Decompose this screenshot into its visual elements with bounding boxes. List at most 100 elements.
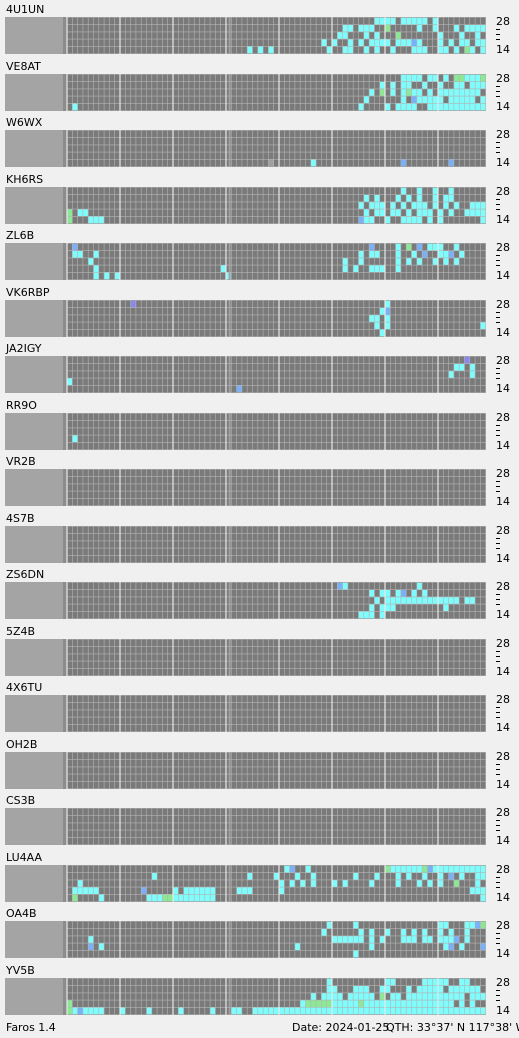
propagation-grid[interactable] bbox=[5, 73, 489, 111]
signal-cell bbox=[385, 17, 391, 25]
signal-cell bbox=[390, 88, 396, 96]
time-marker bbox=[228, 17, 231, 54]
signal-cell bbox=[305, 865, 311, 873]
signal-cell bbox=[453, 257, 460, 266]
propagation-grid[interactable] bbox=[5, 921, 489, 958]
signal-cell bbox=[416, 215, 423, 223]
signal-cell bbox=[369, 992, 375, 1000]
beacon-panel: RR9O 28 14 bbox=[0, 398, 519, 454]
signal-cell bbox=[448, 250, 454, 258]
signal-cell bbox=[422, 999, 428, 1007]
signal-cell bbox=[453, 102, 460, 110]
signal-cell bbox=[326, 985, 332, 993]
signal-cell bbox=[188, 893, 195, 901]
propagation-grid[interactable] bbox=[5, 695, 489, 732]
signal-cell bbox=[385, 928, 391, 936]
propagation-grid[interactable] bbox=[5, 977, 489, 1015]
signal-cell bbox=[98, 893, 105, 901]
band-tick bbox=[496, 938, 500, 939]
grid-band-strip bbox=[63, 808, 67, 845]
signal-cell bbox=[453, 865, 460, 873]
band-label-28: 28 bbox=[496, 128, 510, 141]
signal-cell bbox=[453, 81, 460, 89]
signal-cell bbox=[358, 999, 364, 1007]
band-label-28: 28 bbox=[496, 693, 510, 706]
signal-cell bbox=[438, 102, 444, 110]
propagation-grid[interactable] bbox=[5, 525, 489, 563]
signal-cell bbox=[427, 935, 433, 944]
signal-cell bbox=[385, 102, 391, 110]
propagation-grid[interactable] bbox=[5, 469, 489, 506]
signal-cell bbox=[469, 24, 476, 32]
signal-cell bbox=[400, 17, 407, 25]
signal-cell bbox=[400, 865, 407, 873]
grid-band-strip bbox=[63, 695, 67, 732]
propagation-grid[interactable] bbox=[5, 243, 489, 280]
band-tick bbox=[496, 599, 500, 600]
propagation-grid[interactable] bbox=[5, 751, 489, 789]
signal-cell bbox=[406, 257, 412, 266]
propagation-grid[interactable] bbox=[5, 299, 489, 337]
band-tick bbox=[496, 434, 500, 436]
signal-cell bbox=[342, 257, 348, 266]
signal-cell bbox=[480, 81, 486, 89]
signal-cell bbox=[289, 1006, 295, 1014]
signal-cell bbox=[416, 985, 423, 993]
signal-cell bbox=[358, 992, 364, 1000]
band-tick bbox=[496, 481, 500, 482]
signal-cell bbox=[480, 95, 486, 103]
propagation-grid[interactable] bbox=[5, 17, 489, 54]
signal-cell bbox=[199, 893, 205, 901]
propagation-grid[interactable] bbox=[5, 582, 489, 619]
band-tick bbox=[496, 830, 500, 831]
time-marker bbox=[228, 751, 231, 789]
propagation-grid[interactable] bbox=[5, 356, 489, 393]
grid-band-strip bbox=[63, 638, 67, 676]
signal-cell bbox=[464, 74, 470, 82]
signal-cell bbox=[469, 74, 476, 82]
signal-cell bbox=[416, 596, 423, 605]
propagation-grid[interactable] bbox=[5, 412, 489, 450]
signal-cell bbox=[204, 893, 211, 901]
grid-background bbox=[67, 695, 486, 732]
grid-sidebar bbox=[5, 582, 63, 619]
signal-cell bbox=[358, 257, 364, 266]
signal-cell bbox=[347, 24, 354, 32]
signal-cell bbox=[469, 95, 476, 103]
signal-cell bbox=[475, 886, 481, 894]
signal-cell bbox=[88, 935, 94, 944]
signal-cell bbox=[363, 194, 370, 202]
band-label-14: 14 bbox=[496, 438, 510, 452]
signal-cell bbox=[194, 886, 200, 894]
signal-cell bbox=[374, 46, 380, 54]
time-marker bbox=[228, 469, 231, 506]
time-marker bbox=[228, 977, 231, 1015]
signal-cell bbox=[422, 17, 428, 25]
signal-cell bbox=[480, 321, 486, 329]
signal-cell bbox=[332, 992, 338, 1000]
band-label-14: 14 bbox=[496, 947, 510, 960]
grid-background bbox=[67, 243, 486, 280]
signal-cell bbox=[369, 39, 375, 47]
signal-cell bbox=[438, 243, 444, 251]
signal-cell bbox=[284, 1006, 290, 1014]
signal-cell bbox=[459, 81, 465, 89]
band-tick bbox=[496, 994, 500, 996]
beacon-panel: OH2B 28 14 bbox=[0, 737, 519, 793]
propagation-grid[interactable] bbox=[5, 808, 489, 845]
signal-cell bbox=[416, 257, 423, 266]
propagation-grid[interactable] bbox=[5, 638, 489, 676]
signal-cell bbox=[395, 243, 401, 251]
signal-cell bbox=[427, 865, 433, 873]
time-marker bbox=[228, 808, 231, 845]
band-tick bbox=[496, 707, 500, 708]
signal-cell bbox=[178, 1006, 184, 1014]
propagation-grid[interactable] bbox=[5, 864, 489, 902]
signal-cell bbox=[438, 1006, 444, 1014]
propagation-grid[interactable] bbox=[5, 186, 489, 224]
signal-cell bbox=[400, 935, 407, 944]
grid-band-strip bbox=[63, 186, 67, 224]
propagation-grid[interactable] bbox=[5, 130, 489, 167]
grid-band-strip bbox=[63, 525, 67, 563]
signal-cell bbox=[443, 46, 449, 54]
